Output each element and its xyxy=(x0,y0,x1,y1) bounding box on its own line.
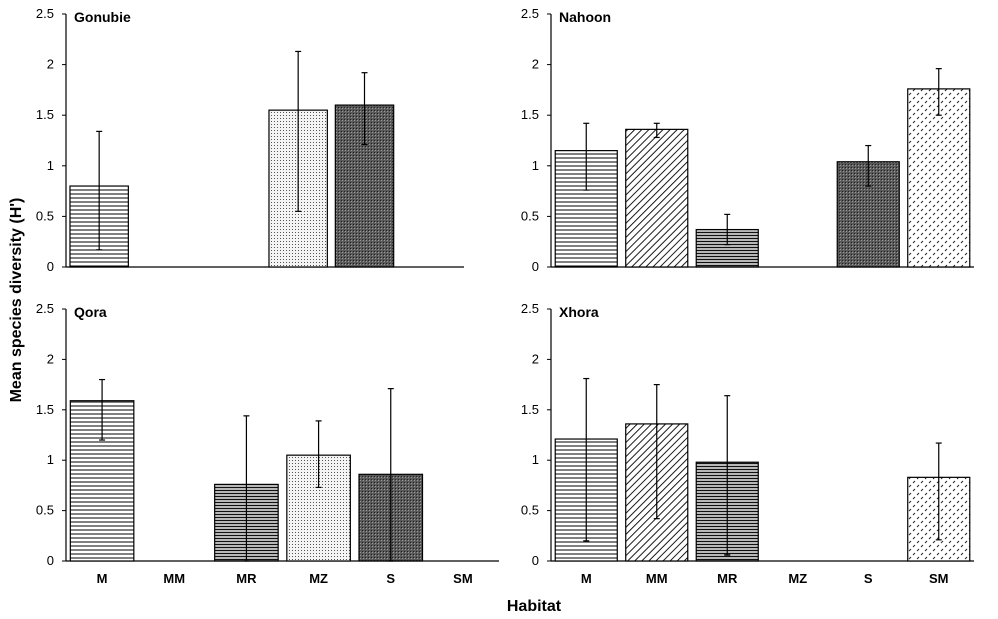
y-tick-label: 0 xyxy=(47,259,54,274)
x-tick-label: MM xyxy=(163,571,185,586)
y-tick-label: 2 xyxy=(532,351,539,366)
y-tick-label: 0 xyxy=(532,259,539,274)
y-tick-label: 1 xyxy=(47,452,54,467)
y-tick-label: 1 xyxy=(47,158,54,173)
y-tick-label: 0.5 xyxy=(521,503,539,518)
y-tick-label: 0.5 xyxy=(36,503,54,518)
y-tick-label: 1.5 xyxy=(36,107,54,122)
y-tick-label: 1.5 xyxy=(36,402,54,417)
y-tick-label: 0 xyxy=(532,553,539,568)
chart-panel: 0 0.5 1 1.5 2 2.5 Gonubie xyxy=(36,6,464,274)
panel-title: Xhora xyxy=(559,304,599,320)
y-tick-label: 0.5 xyxy=(521,208,539,223)
chart-panel: 0 0.5 1 1.5 2 2.5 Nahoon xyxy=(521,6,974,274)
y-tick-label: 2.5 xyxy=(36,301,54,316)
x-tick-label: M xyxy=(581,571,592,586)
bar-sm xyxy=(907,88,971,268)
x-tick-label: MZ xyxy=(309,571,328,586)
x-tick-label: M xyxy=(97,571,108,586)
y-tick-label: 2.5 xyxy=(36,6,54,21)
y-tick-label: 2 xyxy=(47,351,54,366)
y-tick-label: 1.5 xyxy=(521,107,539,122)
y-tick-label: 2 xyxy=(532,57,539,72)
x-tick-label: SM xyxy=(929,571,949,586)
chart-panels: 0 0.5 1 1.5 2 2.5 Gonubie 0 0.5 1 1.5 2 2.5 Nahoon 0 0.… xyxy=(36,6,974,586)
y-tick-label: 1 xyxy=(532,158,539,173)
y-axis-title: Mean species diversity (H') xyxy=(8,198,25,403)
x-tick-label: S xyxy=(386,571,395,586)
panel-title: Nahoon xyxy=(559,9,611,25)
x-tick-label: MR xyxy=(236,571,257,586)
y-tick-label: 2.5 xyxy=(521,301,539,316)
y-tick-label: 1 xyxy=(532,452,539,467)
x-axis-title: Habitat xyxy=(507,598,562,615)
x-tick-label: MZ xyxy=(788,571,807,586)
y-tick-label: 2.5 xyxy=(521,6,539,21)
y-tick-label: 2 xyxy=(47,57,54,72)
x-tick-label: S xyxy=(864,571,873,586)
y-tick-label: 0.5 xyxy=(36,208,54,223)
panel-title: Qora xyxy=(74,304,107,320)
panel-title: Gonubie xyxy=(74,9,131,25)
bar-mm xyxy=(625,128,689,268)
x-tick-label: MR xyxy=(717,571,738,586)
y-tick-label: 1.5 xyxy=(521,402,539,417)
x-tick-label: SM xyxy=(453,571,473,586)
x-tick-label: MM xyxy=(646,571,668,586)
y-tick-label: 0 xyxy=(47,553,54,568)
